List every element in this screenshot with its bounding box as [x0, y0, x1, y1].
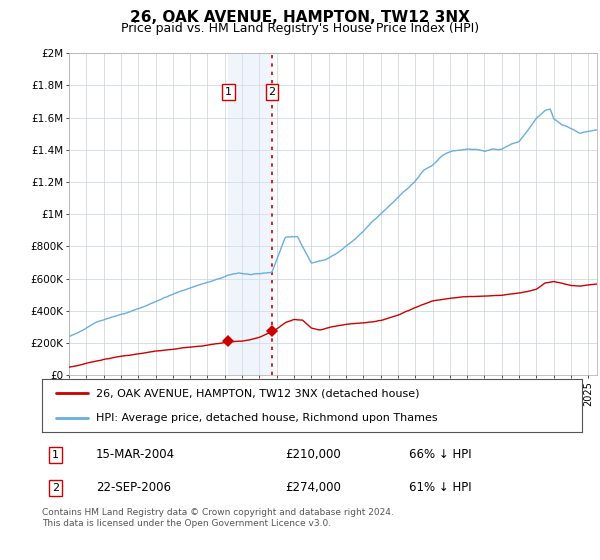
Text: £274,000: £274,000 [285, 481, 341, 494]
Text: 66% ↓ HPI: 66% ↓ HPI [409, 448, 472, 461]
Text: 2: 2 [52, 483, 59, 493]
Text: Price paid vs. HM Land Registry's House Price Index (HPI): Price paid vs. HM Land Registry's House … [121, 22, 479, 35]
Text: 26, OAK AVENUE, HAMPTON, TW12 3NX: 26, OAK AVENUE, HAMPTON, TW12 3NX [130, 10, 470, 25]
Text: 2: 2 [268, 87, 275, 97]
Text: 26, OAK AVENUE, HAMPTON, TW12 3NX (detached house): 26, OAK AVENUE, HAMPTON, TW12 3NX (detac… [96, 389, 419, 399]
Text: Contains HM Land Registry data © Crown copyright and database right 2024.: Contains HM Land Registry data © Crown c… [42, 508, 394, 517]
Text: £210,000: £210,000 [285, 448, 341, 461]
Text: This data is licensed under the Open Government Licence v3.0.: This data is licensed under the Open Gov… [42, 519, 331, 528]
Text: HPI: Average price, detached house, Richmond upon Thames: HPI: Average price, detached house, Rich… [96, 413, 437, 423]
Text: 22-SEP-2006: 22-SEP-2006 [96, 481, 171, 494]
Text: 1: 1 [52, 450, 59, 460]
Bar [228, 53, 272, 375]
Text: 1: 1 [225, 87, 232, 97]
Text: 61% ↓ HPI: 61% ↓ HPI [409, 481, 472, 494]
Text: 15-MAR-2004: 15-MAR-2004 [96, 448, 175, 461]
